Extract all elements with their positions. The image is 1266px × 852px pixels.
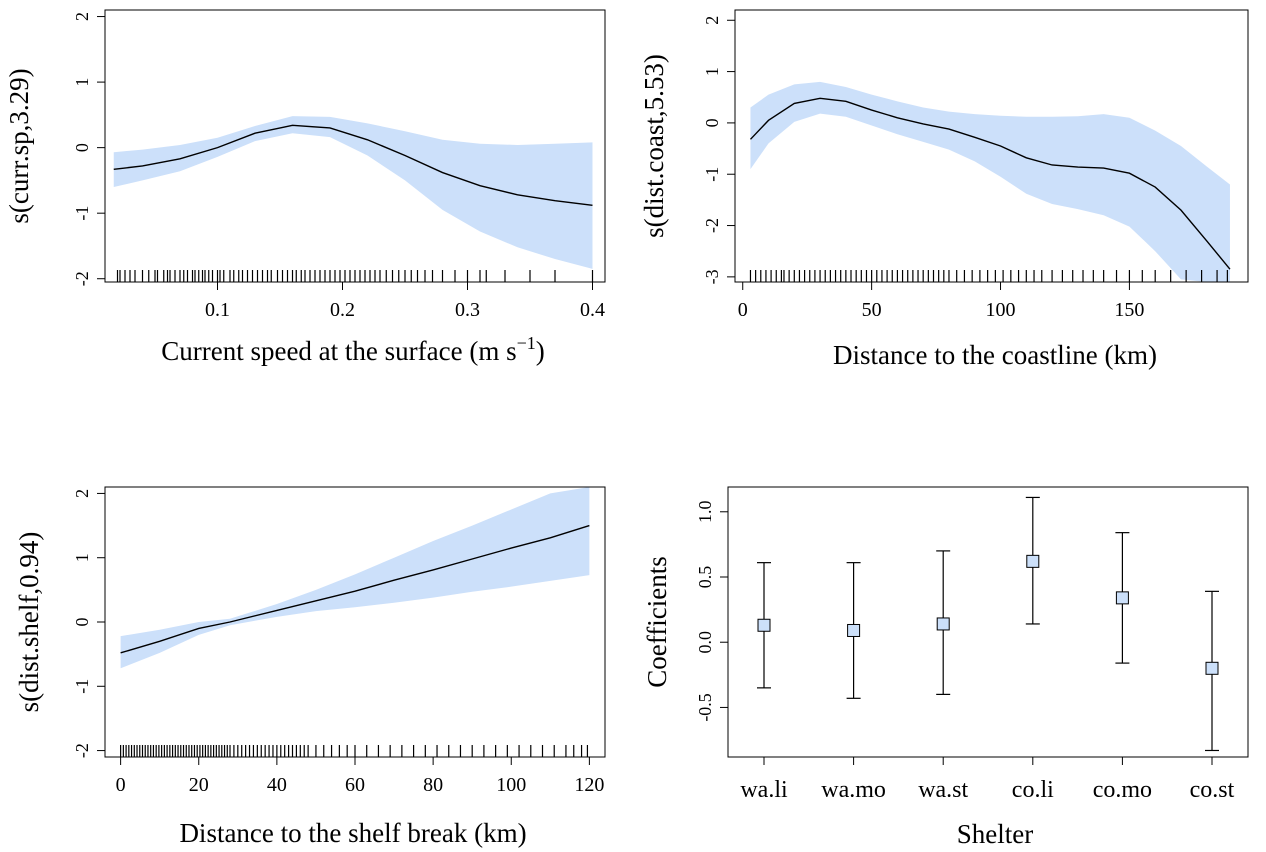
- coefficient-marker: [847, 623, 861, 637]
- x-tick-label: 120: [574, 774, 604, 796]
- x-tick-label: 0.2: [330, 299, 355, 321]
- x-tick-label: co.li: [1012, 777, 1054, 803]
- x-tick-label: 0.1: [205, 299, 230, 321]
- confidence-band: [113, 116, 593, 269]
- y-tick-label: 0.5: [695, 566, 715, 589]
- y-tick-label: -2: [702, 218, 722, 233]
- x-axis-label-text: Current speed at the surface (m s: [161, 336, 516, 366]
- coefficient-marker: [936, 617, 950, 631]
- y-tick-label: 1: [72, 553, 92, 562]
- x-tick-label: wa.li: [740, 777, 788, 803]
- y-tick-label: -2: [72, 271, 92, 286]
- y-tick-label: 0: [72, 618, 92, 627]
- plot-frame: [727, 486, 1249, 758]
- y-axis-label: s(dist.coast,5.53): [639, 54, 669, 238]
- y-tick-label: 0: [72, 143, 92, 152]
- x-tick-label: 150: [1114, 299, 1144, 321]
- x-tick-label: 80: [423, 774, 443, 796]
- y-axis-label: Coefficients: [642, 556, 672, 687]
- fitted-line: [749, 97, 1231, 270]
- x-tick-label: 0: [738, 299, 748, 321]
- y-tick-label: -3: [702, 269, 722, 284]
- y-axis-label: s(dist.shelf,0.94): [14, 532, 44, 713]
- plot-frame: [104, 9, 606, 283]
- y-tick-label: 0: [702, 118, 722, 127]
- x-tick-label: 100: [496, 774, 526, 796]
- panel-distance-coast: -3 -2 -1 0 1 2 0 50 100 150 Distance to the coast…: [639, 9, 1249, 370]
- coefficient-marker: [1026, 554, 1040, 568]
- y-tick-label: 2: [72, 12, 92, 21]
- fitted-line: [113, 124, 593, 207]
- x-tick-label: 60: [345, 774, 365, 796]
- x-axis-label: Distance to the shelf break (km): [179, 818, 526, 848]
- fitted-line: [120, 524, 590, 654]
- coefficient-marker: [1205, 661, 1219, 675]
- y-tick-label: 1.0: [695, 501, 715, 523]
- confidence-band: [750, 81, 1230, 282]
- y-tick-label: 1: [702, 67, 722, 76]
- x-axis-label-superscript: −1: [517, 333, 536, 353]
- x-tick-label: co.mo: [1093, 777, 1152, 803]
- x-tick-label: co.st: [1190, 777, 1235, 803]
- y-tick-label: -1: [72, 206, 92, 221]
- coefficient-marker: [757, 618, 771, 632]
- y-tick-label: 0.0: [695, 631, 715, 654]
- x-tick-label: 100: [986, 299, 1016, 321]
- y-axis-label: s(curr.sp,3.29): [4, 68, 34, 223]
- confidence-band: [120, 487, 590, 669]
- y-tick-label: 2: [72, 489, 92, 498]
- x-axis-label: Current speed at the surface (m s−1): [161, 333, 545, 366]
- y-tick-label: -1: [72, 679, 92, 694]
- y-tick-label: -0.5: [695, 693, 715, 722]
- plot-frame: [734, 9, 1249, 283]
- x-tick-label: wa.mo: [821, 777, 886, 803]
- x-axis-label-close: ): [536, 336, 545, 366]
- x-tick-label: 40: [267, 774, 287, 796]
- x-axis-label: Shelter: [957, 819, 1033, 849]
- panel-shelter-coefficients: -0.5 0.0 0.5 1.0 wa.li wa.mo wa.st co.li co.mo co…: [642, 486, 1249, 849]
- coefficient-marker: [1115, 591, 1129, 605]
- x-tick-label: wa.st: [918, 777, 968, 803]
- x-tick-label: 0.4: [580, 299, 605, 321]
- x-tick-label: 50: [862, 299, 882, 321]
- x-axis-label: Distance to the coastline (km): [833, 340, 1157, 370]
- x-tick-label: 0.3: [455, 299, 480, 321]
- y-tick-label: -2: [72, 743, 92, 758]
- y-tick-label: 2: [702, 16, 722, 25]
- panel-current-speed: -2 -1 0 1 2 0.1 0.2 0.3 0.4 Current speed at the…: [4, 9, 606, 366]
- x-tick-label: 20: [189, 774, 209, 796]
- y-tick-label: -1: [702, 167, 722, 182]
- x-tick-label: 0: [116, 774, 126, 796]
- y-tick-label: 1: [72, 78, 92, 87]
